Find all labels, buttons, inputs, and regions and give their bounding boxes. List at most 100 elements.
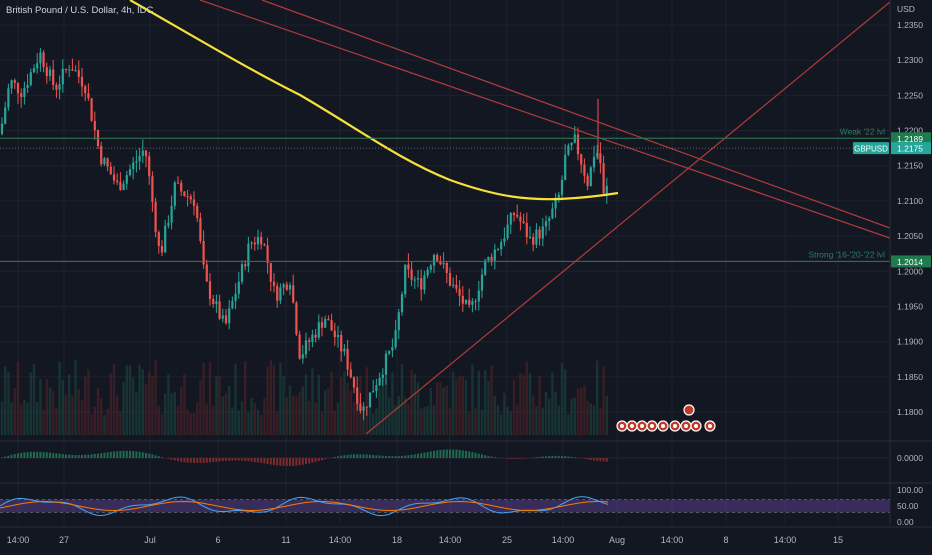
oscillator-bar [119, 451, 121, 458]
candle-body [7, 88, 9, 107]
volume-bar [308, 401, 310, 435]
candle-body [334, 331, 336, 337]
volume-bar [193, 413, 195, 435]
oscillator-bar [81, 455, 83, 458]
volume-bar [436, 383, 438, 435]
candle-body [507, 225, 509, 238]
volume-bar [535, 406, 537, 435]
candle-body [27, 85, 29, 88]
oscillator-bar [398, 456, 400, 458]
candle-body [532, 237, 534, 245]
candle-body [4, 108, 6, 124]
volume-bar [145, 384, 147, 435]
oscillator-bar [372, 455, 374, 458]
volume-bar [199, 380, 201, 435]
candle-body [158, 232, 160, 246]
candle-body [459, 289, 461, 296]
volume-bar [122, 382, 124, 435]
volume-bar [548, 399, 550, 435]
oscillator-bar [199, 458, 201, 463]
candle-body [177, 183, 179, 184]
oscillator-bar [308, 458, 310, 464]
volume-bar [577, 388, 579, 435]
oscillator-bar [231, 458, 233, 461]
volume-bar [164, 394, 166, 435]
volume-bar [167, 374, 169, 435]
oscillator-bar [439, 450, 441, 458]
volume-bar [567, 414, 569, 435]
oscillator-bar [273, 458, 275, 465]
oscillator-bar [324, 458, 326, 459]
candle-body [391, 347, 393, 351]
volume-bar [254, 403, 256, 435]
candle-body [369, 392, 371, 407]
candle-body [196, 206, 198, 218]
volume-bar [468, 412, 470, 435]
candle-body [20, 93, 22, 97]
volume-bar [55, 408, 57, 435]
event-marker-dot [673, 424, 677, 428]
oscillator-bar [484, 455, 486, 458]
oscillator-bar [340, 456, 342, 458]
oscillator-bar [196, 458, 198, 463]
time-tick-label: 15 [833, 535, 843, 545]
candle-body [542, 226, 544, 238]
volume-bar [551, 372, 553, 435]
candle-body [68, 69, 70, 70]
oscillator-bar [305, 458, 307, 464]
candle-body [500, 242, 502, 249]
candle-body [471, 301, 473, 305]
volume-bar [183, 374, 185, 435]
candle-body [244, 264, 246, 266]
oscillator-bar [187, 458, 189, 463]
oscillator-bar [222, 458, 224, 461]
oscillator-bar [564, 456, 566, 458]
candle-body [427, 270, 429, 276]
candle-body [235, 294, 237, 301]
candle-body [148, 156, 150, 176]
oscillator-axis-label: 0.0000 [897, 453, 923, 463]
oscillator-bar [423, 453, 425, 458]
oscillator-bar [209, 458, 211, 462]
oscillator-bar [84, 455, 86, 458]
volume-bar [33, 364, 35, 435]
volume-bar [286, 397, 288, 435]
candle-body [49, 70, 51, 77]
candle-body [353, 377, 355, 387]
rsi-axis-label: 50.00 [897, 501, 919, 511]
oscillator-bar [183, 458, 185, 462]
candle-body [388, 351, 390, 354]
time-tick-label: 27 [59, 535, 69, 545]
oscillator-bar [132, 451, 134, 458]
candle-body [222, 315, 224, 318]
candle-body [171, 206, 173, 223]
candle-body [535, 229, 537, 244]
candle-body [286, 284, 288, 289]
oscillator-bar [379, 456, 381, 458]
oscillator-bar [571, 457, 573, 458]
volume-bar [519, 373, 521, 435]
oscillator-bar [430, 451, 432, 458]
volume-bar [404, 398, 406, 435]
candle-body [11, 80, 13, 88]
volume-bar [430, 388, 432, 435]
candle-body [299, 334, 301, 358]
candle-body [91, 98, 93, 121]
volume-bar [580, 388, 582, 435]
volume-bar [161, 414, 163, 435]
volume-bar [529, 374, 531, 435]
candle-body [327, 319, 329, 320]
oscillator-bar [542, 457, 544, 458]
weak-level-label: Weak '22 lvl [840, 126, 886, 136]
volume-bar [180, 387, 182, 435]
time-tick-label: 14:00 [7, 535, 30, 545]
candle-body [187, 196, 189, 197]
volume-bar [398, 396, 400, 435]
symbol-title: British Pound / U.S. Dollar, 4h, IDC [6, 5, 153, 16]
candle-body [238, 282, 240, 294]
candle-body [228, 308, 230, 323]
candle-body [331, 320, 333, 331]
event-marker-dot [630, 424, 634, 428]
